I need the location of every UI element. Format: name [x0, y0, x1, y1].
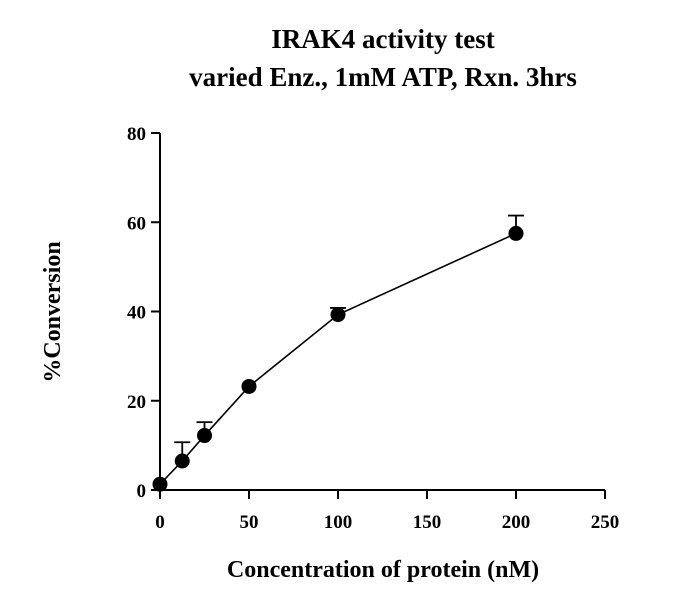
data-point [330, 307, 346, 323]
chart-title: IRAK4 activity test [271, 24, 494, 54]
series-line [159, 232, 517, 485]
plot-area [152, 214, 524, 492]
x-tick-label: 0 [155, 512, 165, 533]
y-ticks: 0 20 40 60 80 [127, 124, 160, 502]
x-tick-label: 100 [324, 512, 353, 533]
x-tick-label: 150 [413, 512, 442, 533]
y-tick-label: 0 [137, 481, 147, 502]
data-point [152, 476, 168, 492]
x-axis-label: Concentration of protein (nM) [227, 557, 539, 583]
x-tick-label: 250 [591, 512, 620, 533]
y-tick-label: 40 [127, 303, 146, 324]
data-point [174, 453, 190, 469]
y-tick-label: 20 [127, 392, 146, 413]
y-tick-label: 80 [127, 124, 146, 145]
x-ticks: 0 50 100 150 200 250 [155, 490, 619, 533]
y-axis-label: %Conversion [40, 241, 66, 382]
y-tick-label: 60 [127, 213, 146, 234]
x-tick-label: 200 [502, 512, 531, 533]
x-tick-label: 50 [240, 512, 259, 533]
data-point [241, 378, 257, 394]
data-point [197, 428, 212, 444]
data-point [508, 225, 524, 241]
chart-subtitle: varied Enz., 1mM ATP, Rxn. 3hrs [189, 62, 577, 92]
